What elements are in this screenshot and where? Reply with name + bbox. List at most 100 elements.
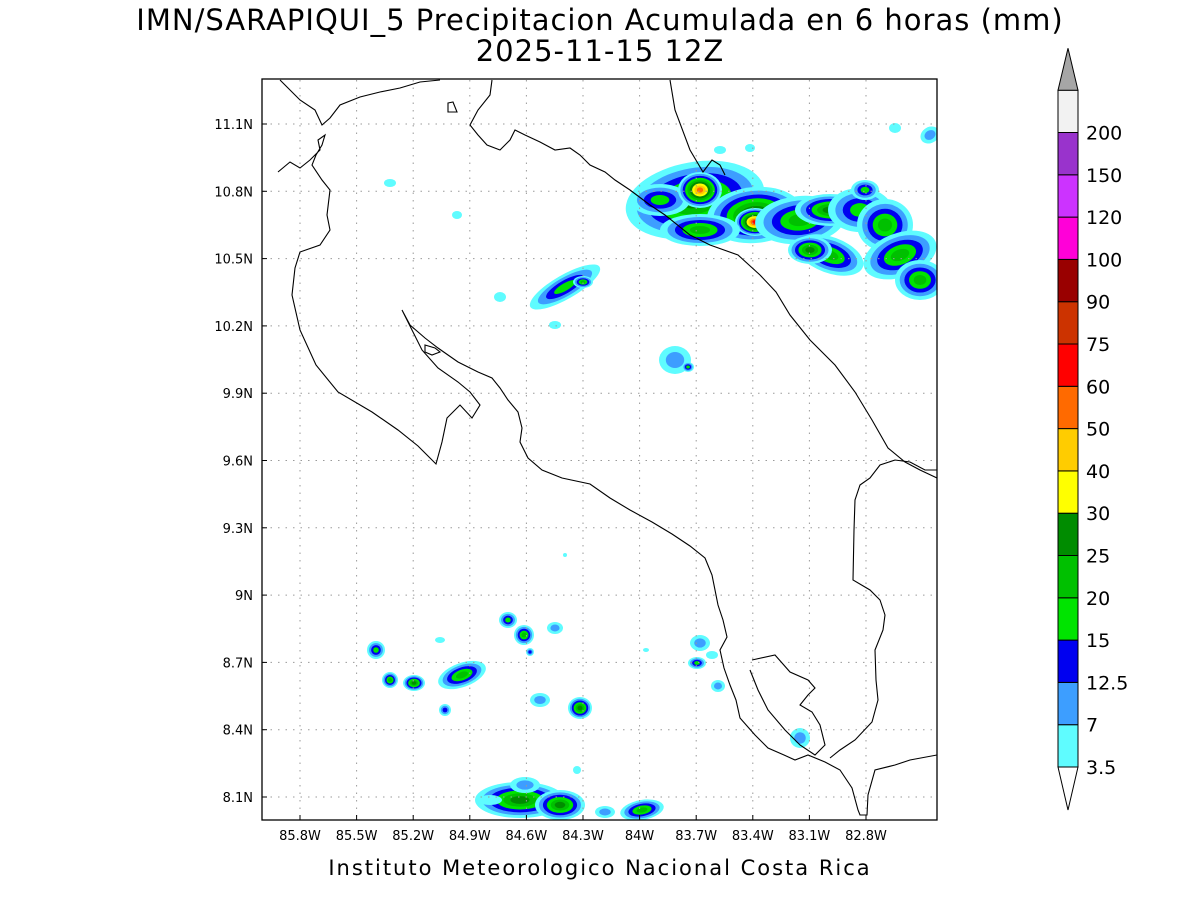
precip-cell [694,661,700,665]
precip-cell [805,247,815,253]
lat-tick-label: 10.2N [214,320,253,335]
colorbar-segment [1057,470,1079,514]
precip-cell [890,248,910,262]
precip-cell [877,218,893,232]
colorbar-segment [1057,258,1079,303]
precip-cell [643,648,649,652]
footer-credit: Instituto Meteorologico Nacional Costa R… [328,856,872,880]
colorbar-lower-arrow [1057,766,1079,811]
lon-tick-label: 83.1W [788,829,830,844]
lat-tick-label: 8.1N [223,791,253,806]
latitude-tick-labels: 11.1N 10.8N 10.5N 10.2N 9.9N 9.6N 9.3N 9N 8.7N 8.… [214,118,253,806]
lat-tick-label: 10.5N [214,253,253,268]
colorbar-segment [1057,639,1079,683]
precip-cell [554,280,576,294]
precip-cell [913,274,927,286]
precip-cell [713,682,723,690]
colorbar-label: 120 [1086,207,1122,229]
lat-tick-label: 9.9N [223,387,253,402]
colorbar-segment [1057,301,1079,345]
precip-cell [563,553,567,557]
lat-tick-label: 11.1N [214,118,253,133]
precip-cell [665,351,685,369]
colorbar-label: 20 [1086,588,1110,610]
precip-cell [411,681,417,685]
colorbar-segment [1057,216,1079,260]
lon-tick-label: 84.9W [449,829,491,844]
precip-cell [686,365,690,369]
precip-cell [373,647,379,653]
colorbar-segment [1057,385,1079,430]
precip-cell [384,179,396,187]
lat-tick-label: 10.8N [214,185,253,200]
precip-cell [442,707,448,713]
precip-cell [534,695,546,705]
colorbar-label: 60 [1086,376,1110,398]
precip-cell [550,624,560,632]
precip-cell [516,780,534,790]
coastlines-borders [277,79,937,816]
colorbar-label: 7 [1086,715,1098,737]
precipitation-field [367,123,937,820]
chart-subtitle: 2025-11-15 12Z [475,34,725,68]
plot-frame [261,78,938,821]
colorbar-segment [1057,132,1079,176]
precip-cell [573,766,581,774]
colorbar-label: 40 [1086,461,1110,483]
precip-cell [521,632,527,638]
precip-cell [435,637,445,643]
precip-cell [387,677,393,683]
colorbar-label: 3.5 [1086,757,1116,779]
precip-cell [924,130,936,140]
colorbar-label: 15 [1086,630,1110,652]
lon-tick-label: 84W [625,829,655,844]
precip-cell [510,796,530,804]
lon-tick-label: 84.3W [562,829,604,844]
precip-cell [452,211,462,219]
colorbar-segment [1057,512,1079,557]
colorbar-label: 150 [1086,165,1122,187]
precip-cell [528,650,532,654]
lon-tick-label: 85.2W [392,829,434,844]
precip-cell [580,280,586,284]
precip-cell [494,292,506,302]
precip-cell [714,146,726,154]
colorbar-segment [1057,343,1079,387]
lat-tick-label: 9.3N [223,522,253,537]
precip-cell [794,732,806,744]
colorbar-label: 75 [1086,334,1110,356]
precip-cell [505,617,511,623]
colorbar-segment [1057,681,1079,726]
colorbar-label: 90 [1086,292,1110,314]
colorbar-segment [1057,174,1079,218]
precip-cell [889,123,901,133]
colorbar-legend: 3.5 7 12.5 15 20 25 30 40 50 60 75 90 100 120 150 200 [1057,48,1128,811]
precip-cell [689,225,711,235]
colorbar-label: 100 [1086,249,1122,271]
lon-tick-label: 82.8W [845,829,887,844]
lat-tick-label: 9.6N [223,455,253,470]
longitude-tick-labels: 85.8W 85.5W 85.2W 84.9W 84.6W 84.3W 84W 83.7W 83… [279,829,887,844]
colorbar-label: 200 [1086,123,1122,145]
precip-cell [696,187,704,193]
precip-cell [554,801,566,809]
map-grid [262,80,936,820]
precip-cell [706,651,718,659]
lon-tick-label: 85.8W [279,829,321,844]
lon-tick-label: 85.5W [336,829,378,844]
lat-tick-label: 9N [235,589,253,604]
precip-cell [694,638,706,648]
lat-tick-label: 8.4N [223,724,253,739]
colorbar-segment [1057,428,1079,472]
lat-tick-label: 8.7N [223,656,253,671]
precip-cell [549,321,561,329]
colorbar-label: 30 [1086,503,1110,525]
colorbar-segment [1057,597,1079,641]
precip-cell [577,705,583,711]
lon-tick-label: 83.4W [732,829,774,844]
colorbar-label: 25 [1086,546,1110,568]
precip-cell [745,144,755,152]
colorbar-label: 50 [1086,419,1110,441]
precip-cell [455,671,469,679]
colorbar-segment [1057,555,1079,599]
